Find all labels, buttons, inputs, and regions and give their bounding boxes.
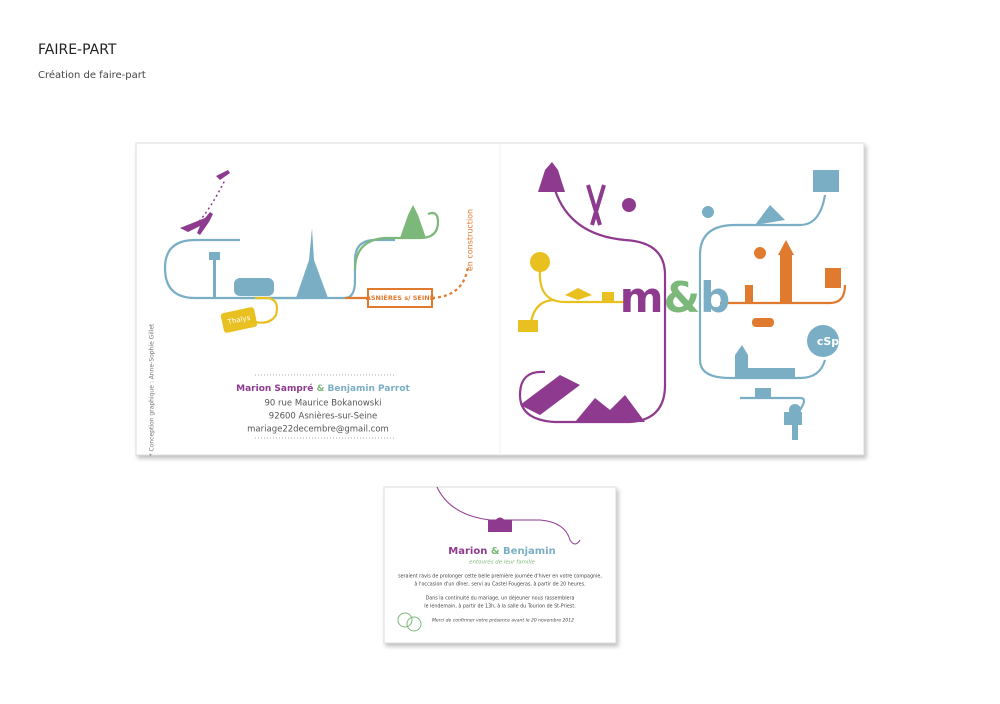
town-sign-label: ASNIÈRES s/ SEINE xyxy=(366,293,434,302)
left-paths xyxy=(163,179,470,324)
email: mariage22decembre@gmail.com xyxy=(247,425,389,435)
ring xyxy=(397,612,413,628)
names: Marion Sampré & Benjamin Parrot xyxy=(236,383,410,394)
page-title: FAIRE-PART xyxy=(38,42,117,58)
right-paths xyxy=(518,189,847,424)
tag: en construction xyxy=(466,209,475,271)
address-line: 90 rue Maurice Bokanowski xyxy=(265,399,382,409)
town-sign xyxy=(367,288,433,308)
and: & xyxy=(491,546,500,557)
monogram-and: & xyxy=(664,273,701,322)
badge: cSp xyxy=(817,335,839,348)
left-icons xyxy=(180,170,426,333)
ring xyxy=(406,616,422,632)
bride: Marion xyxy=(448,546,487,557)
paragraph-line: à l'occasion d'un dîner, servi au Castel… xyxy=(414,581,585,588)
monogram-b: b xyxy=(700,273,730,322)
groom: Benjamin Parrot xyxy=(328,384,411,394)
rsvp: Merci de confirmer votre présence avant … xyxy=(432,617,574,624)
address-line: 92600 Asnières-sur-Seine xyxy=(269,411,377,422)
page-subtitle: Création de faire-part xyxy=(38,69,146,81)
groom: Benjamin xyxy=(503,546,556,557)
monogram-m: m xyxy=(620,273,664,322)
paragraph-line: Dans la continuité du mariage, un déjeun… xyxy=(426,595,575,602)
invite-icon xyxy=(488,517,512,532)
invite-path xyxy=(436,486,581,545)
credit: * Conception graphique : Anne-Sophie Gil… xyxy=(149,323,156,456)
right-icons xyxy=(518,162,841,440)
bride: Marion Sampré xyxy=(236,383,313,394)
card-invite xyxy=(383,486,617,644)
paragraph-line: le lendemain, à partir de 13h, à la sall… xyxy=(424,603,576,610)
paragraph-line: seraient ravis de prolonger cette belle … xyxy=(398,573,602,580)
invite-names: Marion & Benjamin xyxy=(448,546,555,557)
invite-subtitle: entourés de leur famille xyxy=(469,559,535,566)
monogram: m&b xyxy=(620,273,730,322)
and: & xyxy=(317,384,325,394)
